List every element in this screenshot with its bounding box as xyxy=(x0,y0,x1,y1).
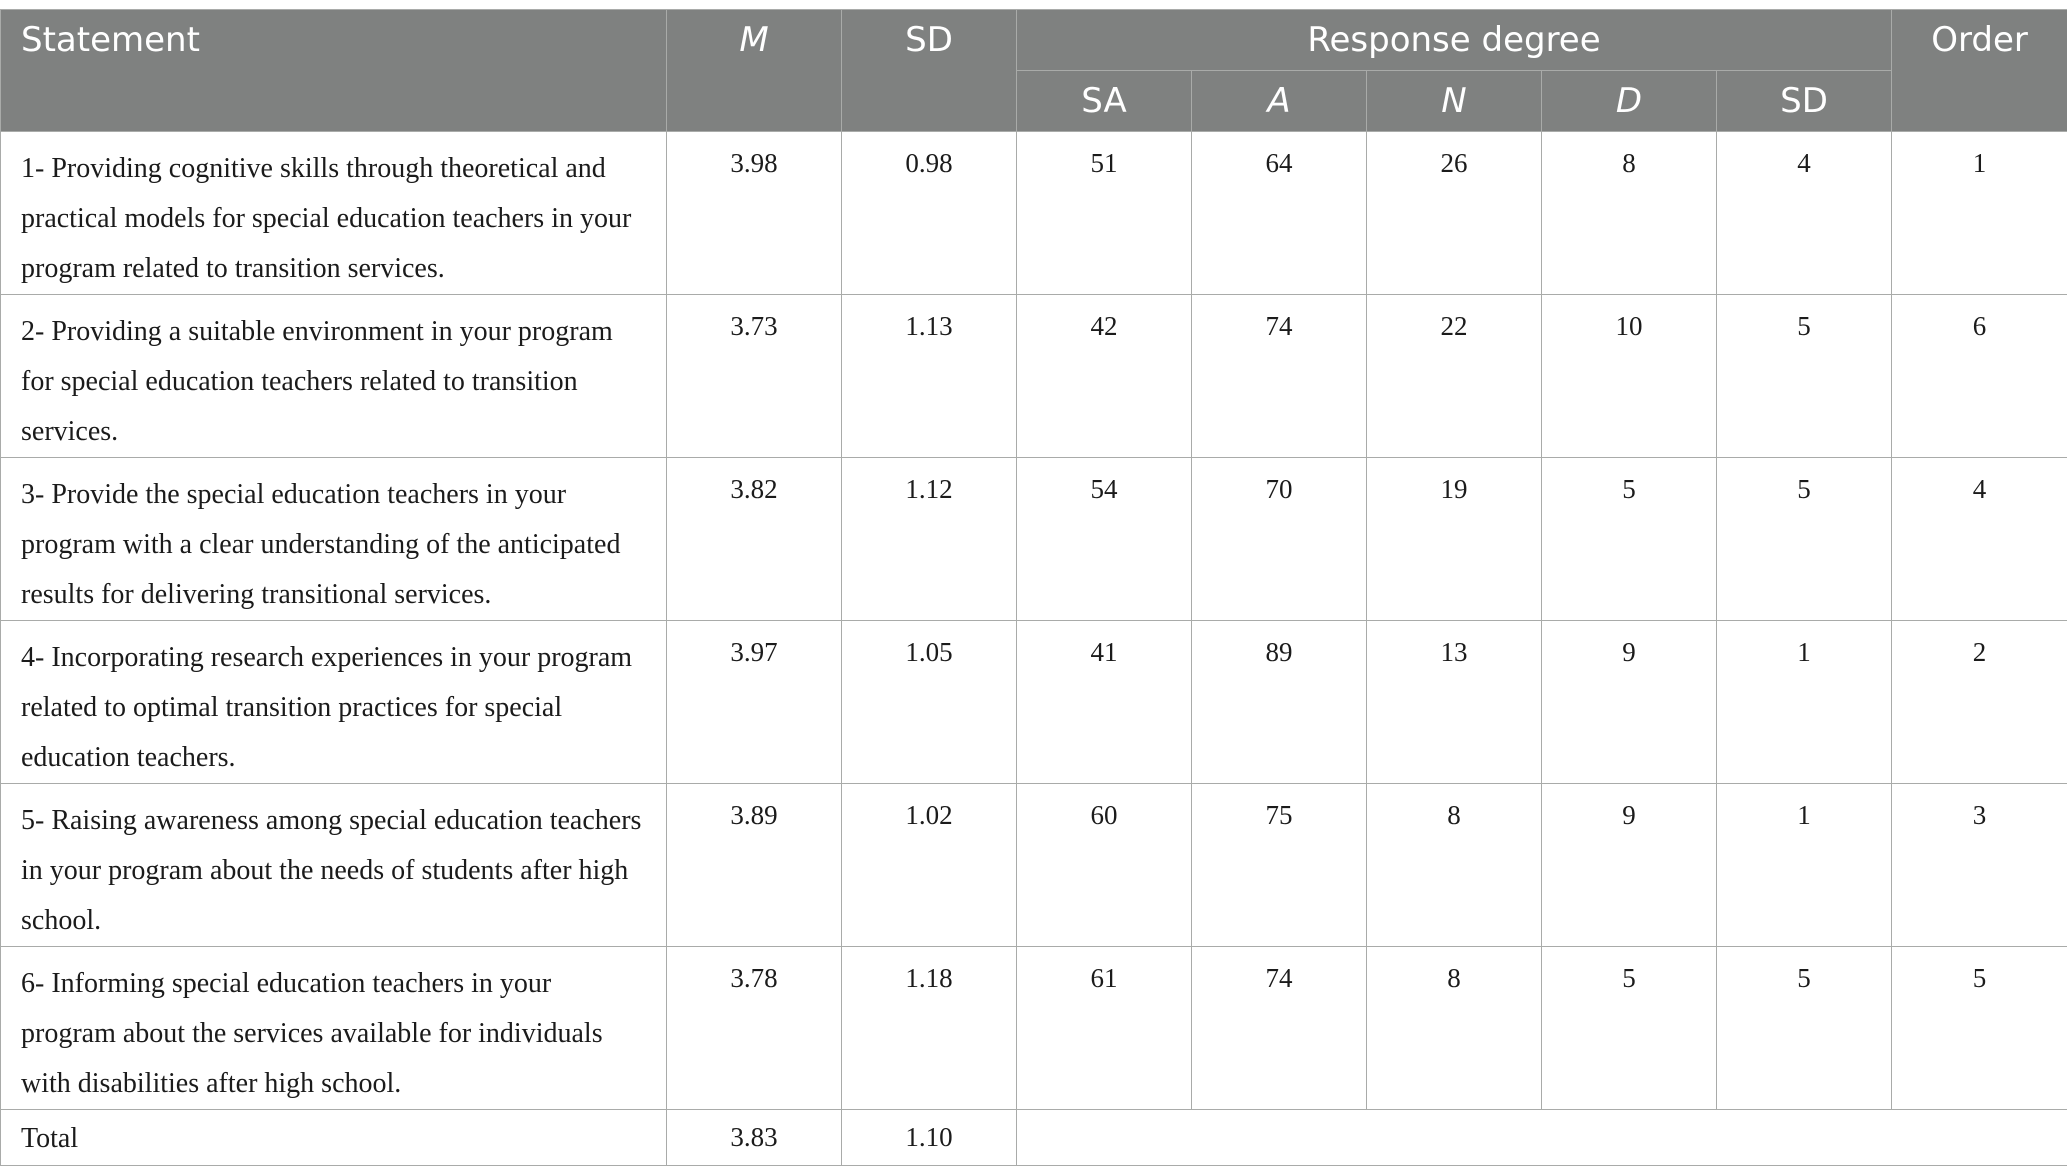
d-cell: 8 xyxy=(1542,132,1717,295)
header-a: A xyxy=(1192,71,1367,132)
header-mean: M xyxy=(667,10,842,132)
header-d: D xyxy=(1542,71,1717,132)
total-sd-cell: 1.10 xyxy=(842,1110,1017,1166)
a-cell: 74 xyxy=(1192,947,1367,1110)
statement-cell: 5- Raising awareness among special educa… xyxy=(1,784,667,947)
statement-cell: 1- Providing cognitive skills through th… xyxy=(1,132,667,295)
order-cell: 6 xyxy=(1892,295,2067,458)
d-cell: 9 xyxy=(1542,621,1717,784)
header-sa: SA xyxy=(1017,71,1192,132)
statement-cell: 3- Provide the special education teacher… xyxy=(1,458,667,621)
sd-response-cell: 5 xyxy=(1717,295,1892,458)
order-cell: 3 xyxy=(1892,784,2067,947)
table-row: 6- Informing special education teachers … xyxy=(1,947,2067,1110)
sd-response-cell: 1 xyxy=(1717,784,1892,947)
order-cell: 1 xyxy=(1892,132,2067,295)
sd-cell: 1.05 xyxy=(842,621,1017,784)
a-cell: 64 xyxy=(1192,132,1367,295)
mean-cell: 3.97 xyxy=(667,621,842,784)
sa-cell: 42 xyxy=(1017,295,1192,458)
d-cell: 5 xyxy=(1542,947,1717,1110)
table-row: 4- Incorporating research experiences in… xyxy=(1,621,2067,784)
statement-cell: 4- Incorporating research experiences in… xyxy=(1,621,667,784)
sa-cell: 51 xyxy=(1017,132,1192,295)
table-row: 5- Raising awareness among special educa… xyxy=(1,784,2067,947)
mean-cell: 3.98 xyxy=(667,132,842,295)
header-sd: SD xyxy=(842,10,1017,132)
statement-cell: 6- Informing special education teachers … xyxy=(1,947,667,1110)
a-cell: 74 xyxy=(1192,295,1367,458)
total-row: Total 3.83 1.10 xyxy=(1,1110,2067,1166)
a-cell: 75 xyxy=(1192,784,1367,947)
sa-cell: 60 xyxy=(1017,784,1192,947)
table-row: 2- Providing a suitable environment in y… xyxy=(1,295,2067,458)
n-cell: 22 xyxy=(1367,295,1542,458)
mean-cell: 3.78 xyxy=(667,947,842,1110)
mean-cell: 3.73 xyxy=(667,295,842,458)
sd-cell: 1.18 xyxy=(842,947,1017,1110)
d-cell: 10 xyxy=(1542,295,1717,458)
header-sd-response: SD xyxy=(1717,71,1892,132)
total-label: Total xyxy=(1,1110,667,1166)
table-row: 1- Providing cognitive skills through th… xyxy=(1,132,2067,295)
sd-response-cell: 5 xyxy=(1717,947,1892,1110)
header-response-degree: Response degree xyxy=(1017,10,1892,71)
sa-cell: 54 xyxy=(1017,458,1192,621)
d-cell: 9 xyxy=(1542,784,1717,947)
d-cell: 5 xyxy=(1542,458,1717,621)
table-row: 3- Provide the special education teacher… xyxy=(1,458,2067,621)
n-cell: 13 xyxy=(1367,621,1542,784)
total-mean-cell: 3.83 xyxy=(667,1110,842,1166)
header-order: Order xyxy=(1892,10,2067,132)
n-cell: 19 xyxy=(1367,458,1542,621)
header-statement: Statement xyxy=(1,10,667,132)
table-header: Statement M SD Response degree Order SA … xyxy=(1,10,2067,132)
sd-cell: 1.12 xyxy=(842,458,1017,621)
a-cell: 89 xyxy=(1192,621,1367,784)
order-cell: 5 xyxy=(1892,947,2067,1110)
sd-response-cell: 5 xyxy=(1717,458,1892,621)
sd-cell: 1.02 xyxy=(842,784,1017,947)
sd-response-cell: 1 xyxy=(1717,621,1892,784)
sa-cell: 61 xyxy=(1017,947,1192,1110)
n-cell: 8 xyxy=(1367,784,1542,947)
n-cell: 8 xyxy=(1367,947,1542,1110)
sa-cell: 41 xyxy=(1017,621,1192,784)
a-cell: 70 xyxy=(1192,458,1367,621)
sd-cell: 0.98 xyxy=(842,132,1017,295)
mean-cell: 3.89 xyxy=(667,784,842,947)
sd-cell: 1.13 xyxy=(842,295,1017,458)
sd-response-cell: 4 xyxy=(1717,132,1892,295)
order-cell: 2 xyxy=(1892,621,2067,784)
statement-cell: 2- Providing a suitable environment in y… xyxy=(1,295,667,458)
order-cell: 4 xyxy=(1892,458,2067,621)
mean-cell: 3.82 xyxy=(667,458,842,621)
total-empty-cell xyxy=(1017,1110,2067,1166)
header-n: N xyxy=(1367,71,1542,132)
n-cell: 26 xyxy=(1367,132,1542,295)
statements-table: Statement M SD Response degree Order SA … xyxy=(0,9,2067,1166)
